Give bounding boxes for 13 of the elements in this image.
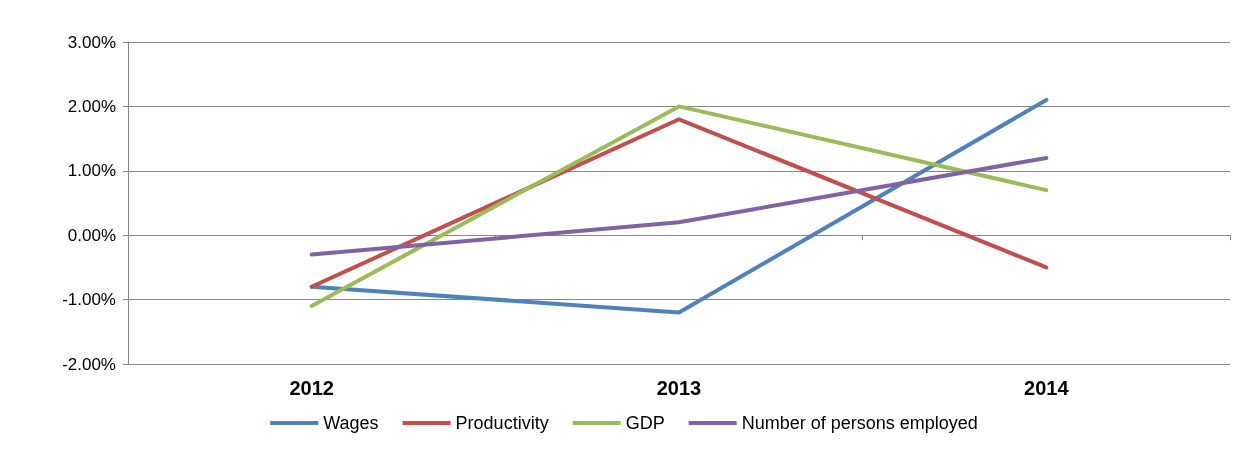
y-tick-label: 2.00% [67,96,116,116]
y-tick-label: 3.00% [67,32,116,52]
x-tick-label: 2013 [656,377,702,399]
y-tick-label: -2.00% [62,354,116,374]
y-tick-label: 1.00% [67,161,116,181]
legend-label: Number of persons employed [741,413,978,433]
y-tick-label: -1.00% [62,290,116,310]
x-tick-label: 2014 [1024,377,1070,399]
legend-label: Productivity [455,413,549,433]
x-tick-label: 2012 [289,377,334,399]
legend-label: Wages [323,413,379,433]
legend-label: GDP [625,413,665,433]
y-tick-label: 0.00% [67,225,116,245]
